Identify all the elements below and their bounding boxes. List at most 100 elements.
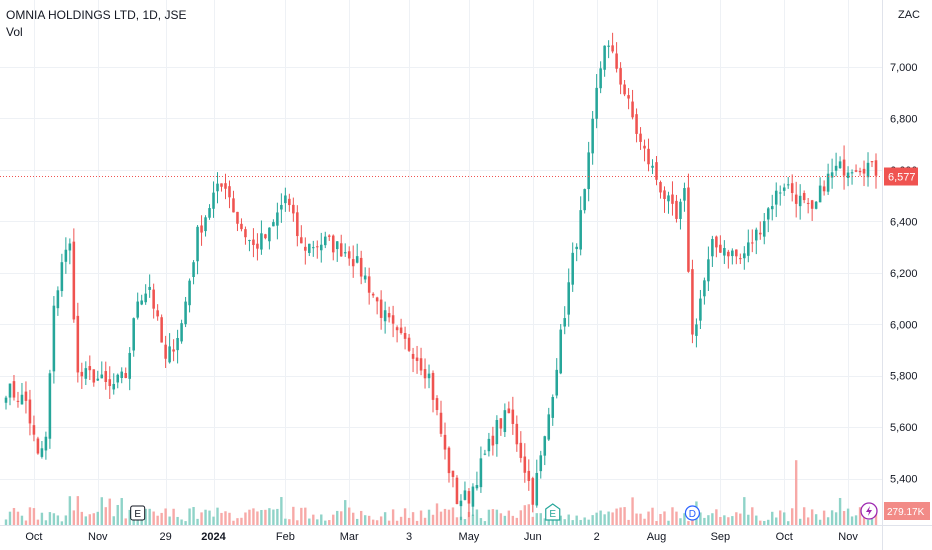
candle <box>188 278 191 313</box>
event-marker-d[interactable]: D <box>684 505 701 521</box>
volume-bar <box>172 508 175 525</box>
event-marker-label: D <box>689 509 696 520</box>
volume-bar <box>252 508 255 525</box>
candle <box>375 296 379 315</box>
candle <box>834 152 838 177</box>
candle <box>108 366 112 399</box>
volume-bar <box>284 518 287 525</box>
volume-bar <box>20 515 24 525</box>
volume-bar <box>787 521 790 525</box>
candle-body <box>391 315 395 324</box>
candle-body <box>439 412 443 434</box>
candle <box>443 422 447 460</box>
volume-bar <box>72 510 76 525</box>
candle-body <box>687 187 690 272</box>
candle-body <box>846 172 850 179</box>
candle-body <box>331 235 335 253</box>
candle <box>647 138 650 172</box>
volume-bar <box>419 510 423 525</box>
candle-body <box>232 198 235 213</box>
candle <box>355 243 359 264</box>
candle-body <box>64 249 68 262</box>
time-tick-label: Jun <box>524 531 542 543</box>
candle-body <box>236 211 239 224</box>
currency-label[interactable]: ZAC <box>898 9 920 21</box>
candle <box>515 415 519 452</box>
candle <box>252 228 255 258</box>
volume-bar <box>663 511 666 525</box>
candle-body <box>551 397 555 418</box>
candle <box>782 183 786 196</box>
candle <box>507 401 511 414</box>
candle-body <box>479 458 483 488</box>
candle-body <box>327 235 331 237</box>
volume-bar <box>84 516 88 525</box>
candle <box>786 177 790 189</box>
volume-bar <box>471 514 475 525</box>
candle <box>407 333 411 353</box>
candle <box>794 181 798 218</box>
candle <box>758 221 762 240</box>
candle-body <box>595 87 598 119</box>
volume-bar <box>431 514 435 525</box>
candle-body <box>431 372 435 400</box>
volume-bar <box>771 511 774 525</box>
candle-body <box>284 195 287 204</box>
volume-bar <box>423 517 427 525</box>
candle <box>296 205 299 247</box>
event-marker-e[interactable]: E <box>130 505 146 521</box>
time-tick-label: Oct <box>776 531 793 543</box>
candle <box>519 431 523 463</box>
candle-body <box>12 381 16 398</box>
candle <box>415 345 419 374</box>
candle <box>288 193 291 212</box>
volume-bar <box>675 511 678 525</box>
candle-body <box>862 168 866 174</box>
candle-body <box>559 329 563 374</box>
volume-bar <box>763 520 766 525</box>
volume-bar <box>519 510 523 525</box>
candle <box>24 381 28 414</box>
candle <box>723 240 726 264</box>
candle-body <box>212 192 215 209</box>
volume-bar <box>779 510 782 525</box>
volume-bar <box>68 496 72 525</box>
candle-body <box>200 225 203 233</box>
candle-body <box>751 242 754 244</box>
candle <box>527 459 531 491</box>
lightning-icon[interactable] <box>860 502 878 520</box>
candle-body <box>743 253 746 259</box>
volume-bar <box>858 507 862 525</box>
volume-bar <box>699 512 702 525</box>
candle-body <box>164 344 167 359</box>
volume-bar <box>188 508 191 525</box>
event-marker-e[interactable]: E <box>545 503 561 521</box>
candle <box>567 268 570 327</box>
candle-body <box>319 244 323 251</box>
candle <box>755 227 758 255</box>
event-marker-label: E <box>549 509 556 520</box>
volume-series <box>4 460 878 525</box>
candle <box>272 219 275 227</box>
candle <box>866 152 870 187</box>
candle <box>802 190 806 204</box>
candle <box>591 110 594 165</box>
volume-bar <box>862 513 866 525</box>
candle-body <box>435 398 439 410</box>
candle-body <box>747 242 750 256</box>
volume-bar <box>834 512 838 525</box>
candle-body <box>323 236 327 246</box>
candle-body <box>224 183 227 189</box>
event-marker-bg <box>684 505 701 521</box>
volume-bar <box>292 506 295 525</box>
candle-body <box>778 192 782 194</box>
candle <box>312 240 315 257</box>
candle <box>611 32 614 54</box>
volume-bar <box>220 512 223 525</box>
volume-bar <box>359 510 363 525</box>
candle <box>455 475 459 505</box>
volume-bar <box>240 517 243 525</box>
volume-bar <box>491 509 495 525</box>
